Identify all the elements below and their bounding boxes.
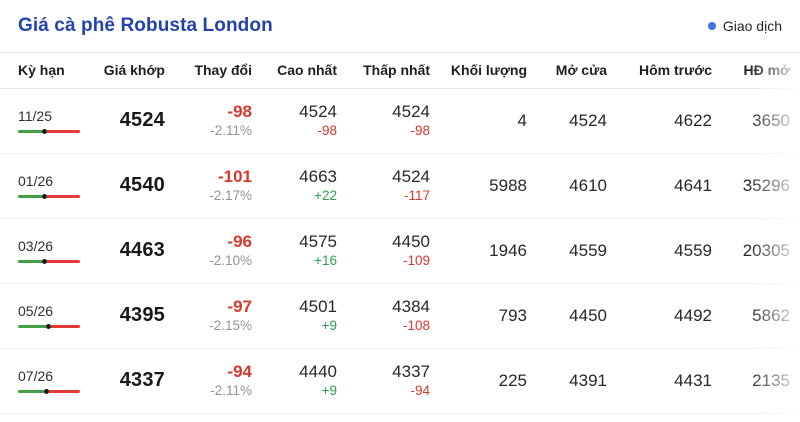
change-percent: -2.15% (209, 318, 252, 334)
open-value: 4391 (569, 370, 607, 390)
high-value: 4524 (299, 102, 337, 122)
prev-value: 4622 (674, 110, 712, 130)
high-change: +9 (321, 318, 337, 334)
prev-value: 4641 (674, 175, 712, 195)
term-label: 11/25 (18, 107, 52, 124)
table-row[interactable]: 01/26 4540 -101 -2.17% 4663 +22 4524 -1 (0, 153, 800, 219)
high-change: +16 (314, 253, 337, 269)
high-change: +22 (314, 188, 337, 204)
open-interest-value: 5862 (752, 305, 790, 325)
price-range-gauge (18, 323, 80, 329)
prev-value: 4559 (674, 240, 712, 260)
col-header-low: Thấp nhất (337, 53, 430, 89)
low-value: 4384 (392, 297, 430, 317)
open-interest-value: 35296 (742, 175, 790, 195)
low-value: 4524 (392, 102, 430, 122)
volume-value: 793 (498, 305, 527, 325)
low-value: 4337 (392, 362, 430, 382)
open-value: 4559 (569, 240, 607, 260)
term-label: 05/26 (18, 302, 54, 319)
term-label: 03/26 (18, 237, 54, 254)
open-value: 4450 (569, 305, 607, 325)
col-header-prev: Hôm trước (607, 53, 712, 89)
legend-dot-icon (707, 22, 716, 30)
open-interest-value: 3650 (752, 110, 790, 130)
term-label: 01/26 (18, 172, 54, 189)
open-value: 4610 (569, 175, 607, 195)
price-table: Kỳ hạn Giá khớp Thay đổi Cao nhất Thấp n… (0, 53, 800, 414)
last-price: 4524 (119, 109, 165, 131)
open-interest-value: 20305 (742, 240, 790, 260)
change-value: -101 (217, 167, 252, 187)
volume-value: 225 (498, 370, 527, 390)
change-value: -94 (227, 362, 252, 382)
price-range-gauge (18, 258, 80, 264)
last-price: 4337 (119, 369, 165, 391)
high-value: 4440 (299, 362, 337, 382)
low-change: -98 (410, 123, 430, 139)
volume-value: 4 (517, 110, 527, 130)
col-header-open: Mở cửa (527, 53, 607, 89)
col-header-last-price: Giá khớp (86, 53, 165, 89)
change-percent: -2.17% (209, 188, 252, 204)
last-price: 4395 (119, 304, 165, 326)
change-value: -97 (227, 297, 252, 317)
last-price: 4540 (119, 174, 165, 196)
high-change: -98 (317, 123, 337, 139)
volume-value: 5988 (489, 175, 527, 195)
open-value: 4524 (569, 110, 607, 130)
table-row[interactable]: 07/26 4337 -94 -2.11% 4440 +9 4337 -94 (0, 348, 800, 414)
legend-label: Giao dịch (722, 18, 782, 34)
high-change: +9 (321, 383, 337, 399)
high-value: 4575 (299, 232, 337, 252)
high-value: 4501 (299, 297, 337, 317)
col-header-volume: Khối lượng (430, 53, 527, 89)
term-label: 07/26 (18, 367, 54, 384)
low-change: -108 (402, 318, 430, 334)
change-percent: -2.11% (210, 123, 252, 139)
low-value: 4524 (392, 167, 430, 187)
prev-value: 4492 (674, 305, 712, 325)
table-row[interactable]: 03/26 4463 -96 -2.10% 4575 +16 4450 -10 (0, 218, 800, 284)
prev-value: 4431 (674, 370, 712, 390)
table-row[interactable]: 11/25 4524 -98 -2.11% 4524 -98 4524 -98 (0, 88, 800, 154)
change-value: -96 (227, 232, 252, 252)
card-header: Giá cà phê Robusta London Giao dịch (0, 0, 800, 53)
price-table-wrap: Kỳ hạn Giá khớp Thay đổi Cao nhất Thấp n… (0, 53, 800, 414)
low-change: -94 (410, 383, 430, 399)
volume-value: 1946 (489, 240, 527, 260)
open-interest-value: 2135 (752, 370, 790, 390)
low-value: 4450 (392, 232, 430, 252)
price-range-gauge (18, 193, 80, 199)
col-header-change: Thay đổi (165, 53, 252, 89)
table-header-row: Kỳ hạn Giá khớp Thay đổi Cao nhất Thấp n… (0, 53, 800, 89)
table-row[interactable]: 05/26 4395 -97 -2.15% 4501 +9 4384 -108 (0, 283, 800, 349)
low-change: -117 (403, 188, 430, 204)
low-change: -109 (402, 253, 430, 269)
col-header-open-interest: HĐ mở (712, 53, 800, 89)
price-range-gauge (18, 388, 80, 394)
high-value: 4663 (299, 167, 337, 187)
col-header-term: Kỳ hạn (0, 53, 86, 89)
page-title: Giá cà phê Robusta London (18, 15, 273, 36)
change-percent: -2.10% (209, 253, 252, 269)
price-range-gauge (18, 128, 80, 134)
change-value: -98 (227, 102, 252, 122)
col-header-high: Cao nhất (252, 53, 337, 89)
change-percent: -2.11% (210, 383, 252, 399)
legend-giao-dich[interactable]: Giao dịch (707, 18, 782, 34)
last-price: 4463 (119, 239, 165, 261)
